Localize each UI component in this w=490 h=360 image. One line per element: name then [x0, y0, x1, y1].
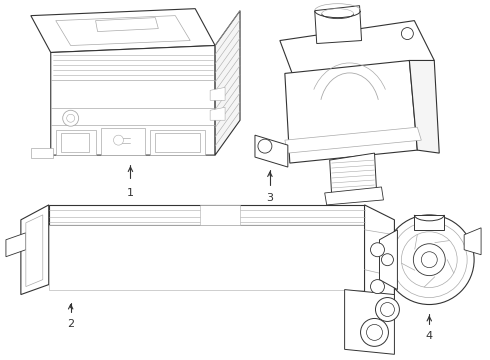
Polygon shape	[464, 228, 481, 255]
Polygon shape	[26, 215, 43, 287]
Polygon shape	[280, 21, 434, 80]
Polygon shape	[56, 15, 190, 45]
Polygon shape	[415, 215, 444, 230]
Polygon shape	[6, 233, 26, 257]
Polygon shape	[49, 225, 365, 289]
Polygon shape	[255, 135, 288, 167]
Circle shape	[370, 280, 385, 293]
Circle shape	[63, 110, 78, 126]
Polygon shape	[96, 18, 158, 32]
Polygon shape	[215, 11, 240, 155]
Polygon shape	[21, 205, 49, 294]
Circle shape	[367, 324, 383, 340]
Circle shape	[361, 319, 389, 346]
Polygon shape	[285, 127, 421, 153]
Polygon shape	[365, 205, 394, 319]
Polygon shape	[210, 107, 225, 120]
Circle shape	[258, 139, 272, 153]
Text: 4: 4	[426, 332, 433, 341]
Polygon shape	[200, 205, 240, 225]
Text: 1: 1	[127, 188, 134, 198]
Text: 2: 2	[67, 319, 74, 329]
Polygon shape	[155, 133, 200, 152]
Polygon shape	[49, 205, 365, 225]
Circle shape	[375, 298, 399, 321]
Polygon shape	[56, 130, 96, 155]
Circle shape	[401, 232, 457, 288]
Circle shape	[114, 135, 123, 145]
Circle shape	[421, 252, 437, 268]
Polygon shape	[61, 133, 89, 152]
Circle shape	[401, 28, 414, 40]
Polygon shape	[344, 289, 394, 354]
Circle shape	[380, 302, 394, 316]
Polygon shape	[379, 230, 397, 289]
Polygon shape	[285, 60, 417, 163]
Circle shape	[370, 243, 385, 257]
Polygon shape	[409, 60, 439, 153]
Polygon shape	[51, 45, 215, 155]
Polygon shape	[150, 130, 205, 155]
Polygon shape	[100, 128, 146, 155]
Circle shape	[385, 215, 474, 305]
Circle shape	[414, 244, 445, 276]
Circle shape	[67, 114, 74, 122]
Circle shape	[392, 222, 467, 298]
Text: 3: 3	[267, 193, 273, 203]
Polygon shape	[330, 153, 376, 195]
Circle shape	[382, 254, 393, 266]
Polygon shape	[325, 187, 384, 205]
Polygon shape	[210, 87, 225, 100]
Polygon shape	[31, 148, 53, 158]
Polygon shape	[31, 9, 215, 53]
Polygon shape	[315, 6, 362, 44]
